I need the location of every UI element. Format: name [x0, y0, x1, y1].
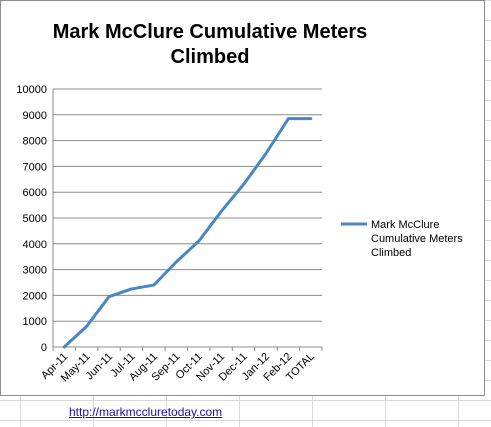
website-link[interactable]: http://markmccluretoday.com: [69, 405, 223, 419]
y-tick-label: 2000: [23, 290, 47, 302]
y-tick-label: 8000: [23, 136, 47, 148]
y-tick-label: 3000: [23, 265, 47, 277]
line-chart: 0 1000 2000 3000 4000 5000 6000 7000 8000 9000 100…: [16, 84, 463, 384]
y-tick-label: 10000: [16, 84, 47, 96]
legend-label: Mark McClure Cumulative Meters Climbed: [371, 219, 463, 259]
chart-title: Mark McClure Cumulative Meters Climbed: [52, 21, 368, 68]
y-tick-label: 7000: [23, 161, 47, 173]
series-line: [62, 117, 313, 349]
y-tick-label: 0: [41, 342, 47, 354]
y-tick-label: 4000: [23, 239, 47, 251]
y-tick-label: 1000: [23, 316, 47, 328]
y-tick-label: 6000: [23, 187, 47, 199]
y-tick-label: 5000: [23, 213, 47, 225]
y-tick-label: 9000: [23, 110, 47, 122]
